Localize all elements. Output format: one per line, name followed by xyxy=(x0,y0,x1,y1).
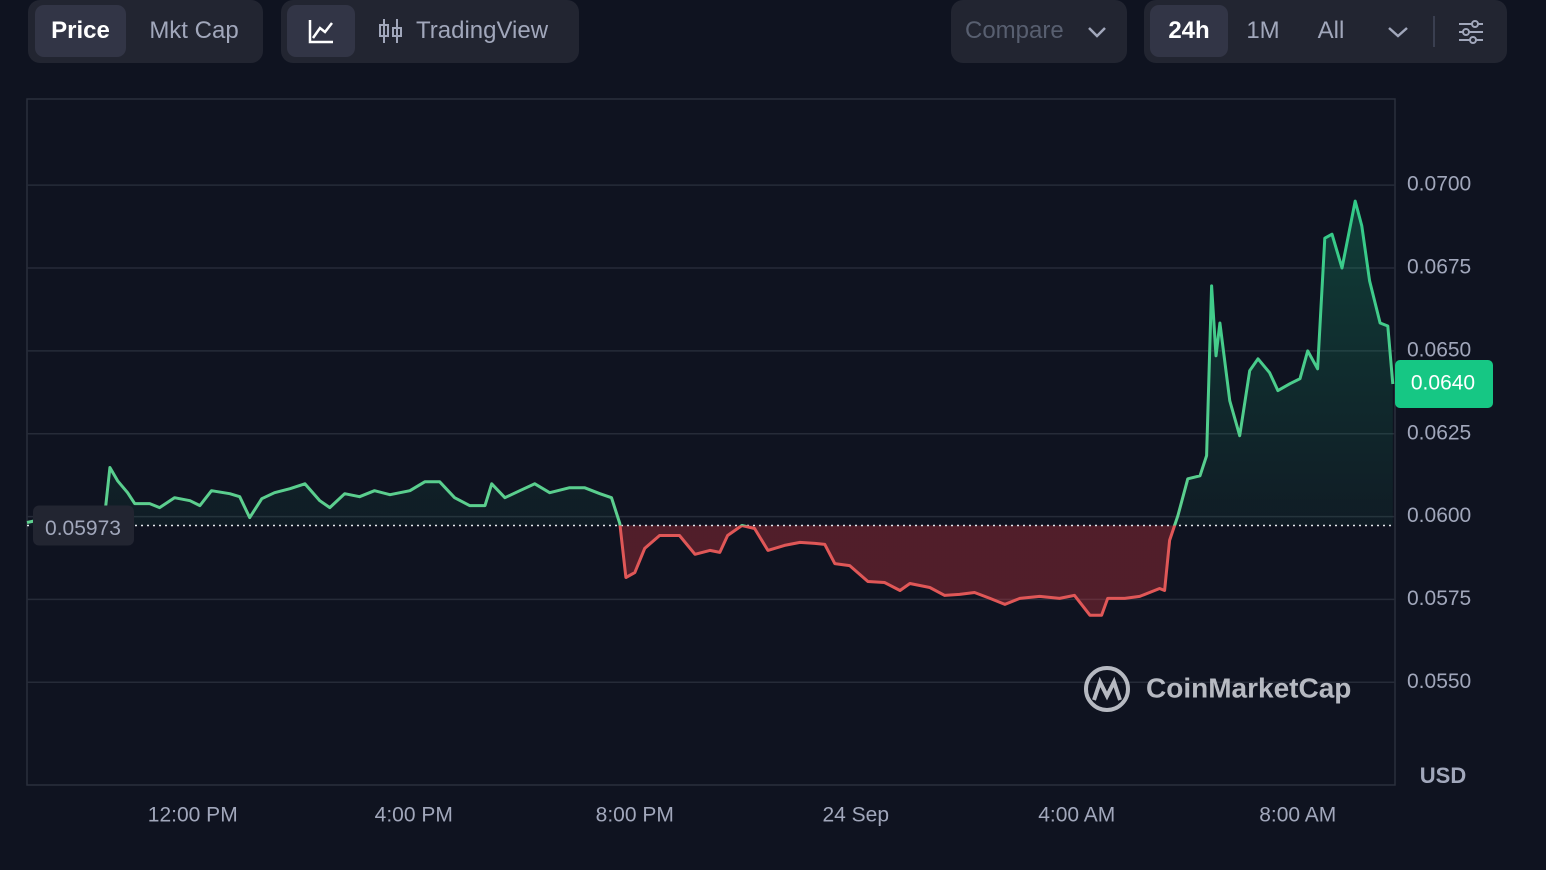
y-tick-label: 0.0575 xyxy=(1407,587,1471,610)
compare-dropdown[interactable]: Compare xyxy=(951,0,1127,63)
price-area xyxy=(27,201,1393,616)
x-tick-label: 8:00 PM xyxy=(596,804,674,827)
tradingview-button[interactable]: TradingView xyxy=(371,5,571,57)
y-unit: USD xyxy=(1420,763,1466,788)
tradingview-label: TradingView xyxy=(416,17,549,44)
line-icon xyxy=(308,20,333,44)
watermark-text: CoinMarketCap xyxy=(1146,672,1351,703)
view-toggle: Price Mkt Cap xyxy=(28,0,263,63)
watermark-logo-mark xyxy=(1092,676,1122,701)
candle-icon xyxy=(379,19,402,43)
watermark: CoinMarketCap xyxy=(1084,666,1351,712)
price-button[interactable]: Price xyxy=(35,5,126,57)
range-button[interactable]: 1M xyxy=(1246,17,1280,44)
x-tick-label: 24 Sep xyxy=(822,804,889,827)
baseline-label: 0.05973 xyxy=(45,517,121,540)
price-line xyxy=(26,199,1395,617)
compare-label: Compare xyxy=(965,17,1064,44)
y-tick-label: 0.0700 xyxy=(1407,173,1471,196)
range-button[interactable]: All xyxy=(1317,17,1345,44)
y-tick-label: 0.0650 xyxy=(1407,338,1471,361)
x-tick-label: 4:00 AM xyxy=(1038,804,1115,827)
chart-style-toggle: TradingView xyxy=(281,0,579,63)
current-price-badge xyxy=(1395,360,1493,409)
y-tick-label: 0.0600 xyxy=(1407,504,1471,527)
x-tick-label: 8:00 AM xyxy=(1259,804,1336,827)
divider xyxy=(1433,16,1435,47)
x-tick-label: 4:00 PM xyxy=(375,804,453,827)
line-chart-button[interactable] xyxy=(287,5,355,57)
y-tick-label: 0.0625 xyxy=(1407,421,1471,444)
baseline-label-box xyxy=(33,505,134,546)
y-tick-label: 0.0675 xyxy=(1407,256,1471,279)
y-tick-label: 0.0550 xyxy=(1407,670,1471,693)
settings-icon[interactable] xyxy=(1457,19,1485,45)
plot-frame xyxy=(26,98,1396,786)
x-tick-label: 12:00 PM xyxy=(148,804,238,827)
watermark-logo xyxy=(1084,666,1130,712)
chevron xyxy=(1088,27,1106,38)
current-price-label: 0.0640 xyxy=(1411,372,1475,395)
range-toggle: 24h 1M All xyxy=(1144,0,1507,63)
range-chevron[interactable] xyxy=(1386,25,1410,39)
range-button[interactable]: 24h xyxy=(1150,5,1228,57)
mkt-cap-button[interactable]: Mkt Cap xyxy=(149,17,239,44)
